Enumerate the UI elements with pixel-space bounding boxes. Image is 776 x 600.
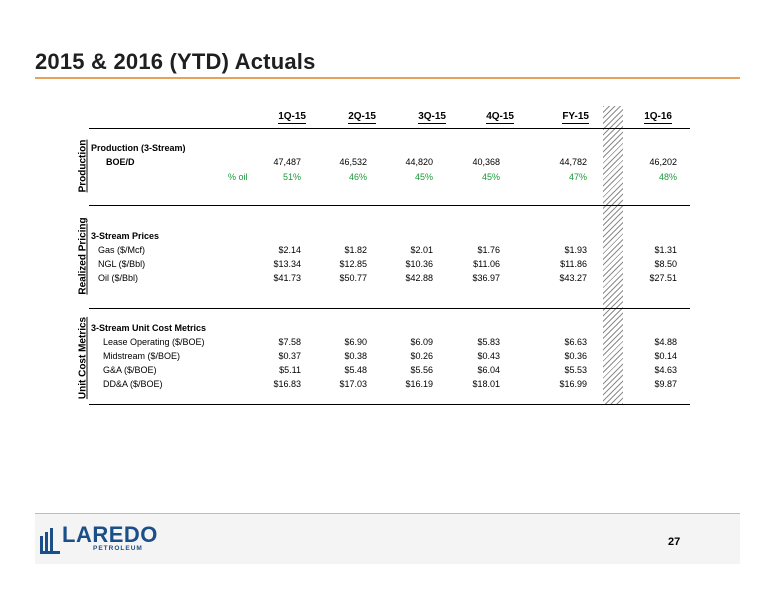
table-cell: $11.86 (560, 259, 587, 269)
table-separator (89, 128, 690, 129)
table-cell: $0.38 (344, 351, 367, 361)
laredo-logo-icon (40, 528, 60, 554)
table-cell: $36.97 (472, 273, 500, 283)
table-cell: $5.83 (477, 337, 500, 347)
table-cell: 46,532 (339, 157, 367, 167)
table-cell: $50.77 (339, 273, 367, 283)
table-cell: $2.01 (410, 245, 433, 255)
table-cell: $10.36 (405, 259, 433, 269)
table-cell: $41.73 (273, 273, 301, 283)
table-cell: $5.56 (410, 365, 433, 375)
table-cell: 45% (481, 172, 500, 182)
table-cell: $1.93 (564, 245, 587, 255)
footer-band (35, 514, 740, 564)
section-heading: Production (3-Stream) (91, 143, 186, 153)
footer-divider (35, 513, 740, 514)
row-label: Lease Operating ($/BOE) (103, 337, 205, 347)
row-label: G&A ($/BOE) (103, 365, 157, 375)
table-cell: $6.04 (477, 365, 500, 375)
table-cell: $16.99 (559, 379, 587, 389)
table-cell: $8.50 (654, 259, 677, 269)
table-separator (89, 308, 690, 309)
section-heading: 3-Stream Unit Cost Metrics (91, 323, 207, 333)
table-cell: $1.31 (654, 245, 677, 255)
table-cell: $0.37 (278, 351, 301, 361)
table-cell: 44,820 (405, 157, 433, 167)
table-cell: 47,487 (273, 157, 301, 167)
column-header-3q15: 3Q-15 (418, 111, 446, 124)
row-label: Gas ($/Mcf) (98, 245, 146, 255)
row-label: BOE/D (106, 157, 135, 167)
table-cell: $12.85 (339, 259, 367, 269)
column-header-1q15: 1Q-15 (278, 111, 306, 124)
table-cell: 48% (658, 172, 677, 182)
table-cell: $18.01 (472, 379, 500, 389)
row-label: % oil (228, 172, 248, 182)
column-header-fy15: FY-15 (562, 111, 589, 124)
section-heading: 3-Stream Prices (91, 231, 160, 241)
table-cell: $0.26 (410, 351, 433, 361)
logo-wordmark: LAREDO (62, 522, 158, 547)
table-cell: $7.58 (278, 337, 301, 347)
table-cell: 51% (282, 172, 301, 182)
table-cell: $0.14 (654, 351, 677, 361)
row-label: DD&A ($/BOE) (103, 379, 163, 389)
page-title: 2015 & 2016 (YTD) Actuals (35, 49, 316, 74)
row-label: Midstream ($/BOE) (103, 351, 181, 361)
table-cell: $2.14 (278, 245, 301, 255)
table-cell: $4.88 (654, 337, 677, 347)
page-number: 27 (668, 536, 681, 548)
table-cell: $43.27 (559, 273, 587, 283)
logo-subtitle: PETROLEUM (93, 545, 143, 552)
table-cell: 46% (348, 172, 367, 182)
row-label: Oil ($/Bbl) (98, 273, 139, 283)
table-cell: $1.76 (477, 245, 500, 255)
table-cell: $0.36 (564, 351, 587, 361)
column-header-1q16: 1Q-16 (644, 111, 672, 124)
table-separator (89, 404, 690, 405)
table-cell: 46,202 (649, 157, 677, 167)
table-cell: $17.03 (339, 379, 367, 389)
table-separator (89, 205, 690, 206)
table-cell: $4.63 (654, 365, 677, 375)
table-cell: $16.83 (273, 379, 301, 389)
title-underline (35, 77, 740, 79)
table-cell: $5.53 (564, 365, 587, 375)
row-label: NGL ($/Bbl) (98, 259, 146, 269)
table-cell: $13.34 (273, 259, 301, 269)
hatched-column-divider (603, 106, 623, 404)
table-cell: 47% (568, 172, 587, 182)
table-cell: $0.43 (477, 351, 500, 361)
table-cell: $6.90 (344, 337, 367, 347)
table-cell: $6.63 (564, 337, 587, 347)
table-cell: $27.51 (649, 273, 677, 283)
table-cell: $6.09 (410, 337, 433, 347)
table-cell: $1.82 (344, 245, 367, 255)
table-cell: $11.06 (473, 259, 500, 269)
table-cell: $5.11 (279, 365, 301, 375)
table-cell: 45% (414, 172, 433, 182)
table-cell: $5.48 (344, 365, 367, 375)
table-cell: 40,368 (472, 157, 500, 167)
table-cell: 44,782 (559, 157, 587, 167)
table-cell: $16.19 (405, 379, 433, 389)
table-cell: $9.87 (654, 379, 677, 389)
table-cell: $42.88 (405, 273, 433, 283)
column-header-2q15: 2Q-15 (348, 111, 376, 124)
column-header-4q15: 4Q-15 (486, 111, 514, 124)
